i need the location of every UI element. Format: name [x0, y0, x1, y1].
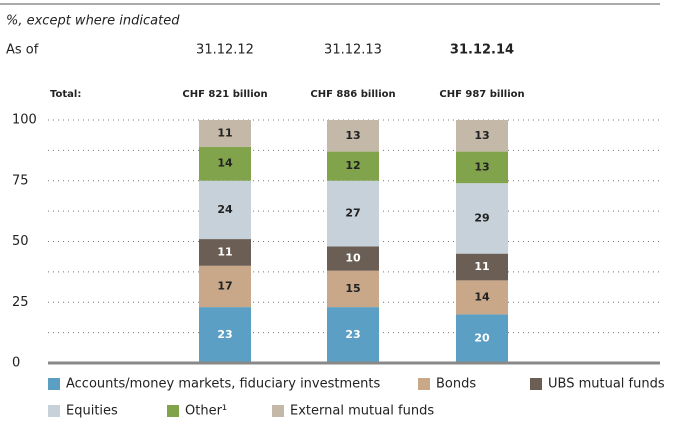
bar-segment	[456, 314, 508, 363]
x-tick-label: 31.12.13	[324, 43, 382, 58]
y-tick-label: 25	[12, 295, 29, 310]
x-tick-label: 31.12.12	[196, 43, 254, 58]
legend-label: External mutual funds	[290, 404, 434, 419]
legend-swatch	[48, 405, 60, 417]
as-of-label: As of	[6, 43, 39, 58]
bar-segment	[456, 120, 508, 152]
bar-segment	[456, 253, 508, 281]
data-label: 11	[474, 260, 489, 273]
bar-segment	[456, 183, 508, 254]
legend-swatch	[418, 378, 430, 390]
data-label: 10	[345, 252, 361, 265]
total-label: CHF 886 billion	[310, 89, 395, 100]
bar-segment	[199, 180, 251, 240]
data-label: 29	[474, 211, 489, 224]
bar-segment	[199, 239, 251, 266]
data-label: 24	[217, 203, 233, 216]
legend-swatch	[530, 378, 542, 390]
data-label: 17	[217, 279, 232, 292]
total-label: CHF 821 billion	[182, 89, 267, 100]
bar-segment	[456, 280, 508, 315]
legend-label: UBS mutual funds	[548, 377, 665, 392]
data-label: 11	[217, 126, 232, 139]
bar-segment	[199, 146, 251, 181]
data-label: 14	[474, 290, 490, 303]
legend-label: Other¹	[185, 404, 227, 419]
bar-segment	[327, 151, 379, 181]
y-tick-label: 100	[12, 113, 37, 128]
y-tick-label: 50	[12, 234, 29, 249]
legend-swatch	[272, 405, 284, 417]
total-label: CHF 987 billion	[439, 89, 524, 100]
y-tick-label: 0	[12, 356, 20, 371]
data-label: 27	[345, 207, 360, 220]
data-label: 23	[217, 328, 232, 341]
data-label: 15	[345, 282, 360, 295]
data-label: 23	[345, 328, 360, 341]
y-tick-label: 75	[12, 173, 29, 188]
bar-segment	[327, 246, 379, 271]
totals-label: Total:	[50, 89, 81, 100]
data-label: 11	[217, 245, 232, 258]
x-tick-label: 31.12.14	[450, 43, 514, 58]
data-label: 14	[217, 157, 233, 170]
data-label: 13	[474, 129, 489, 142]
bar-segment	[327, 180, 379, 247]
subtitle: %, except where indicated	[6, 14, 180, 29]
data-label: 13	[474, 160, 489, 173]
data-label: 12	[345, 159, 360, 172]
legend-swatch	[48, 378, 60, 390]
data-label: 20	[474, 332, 490, 345]
bar-segment	[327, 270, 379, 308]
bar-segment	[327, 307, 379, 363]
bar-segment	[456, 151, 508, 184]
legend-swatch	[167, 405, 179, 417]
bar-segment	[199, 120, 251, 147]
legend-label: Bonds	[436, 377, 476, 392]
bar-segment	[199, 265, 251, 308]
bar-segment	[199, 307, 251, 363]
legend-label: Accounts/money markets, fiduciary invest…	[66, 377, 380, 392]
bar-segment	[327, 120, 379, 152]
legend-label: Equities	[66, 404, 118, 419]
data-label: 13	[345, 129, 360, 142]
